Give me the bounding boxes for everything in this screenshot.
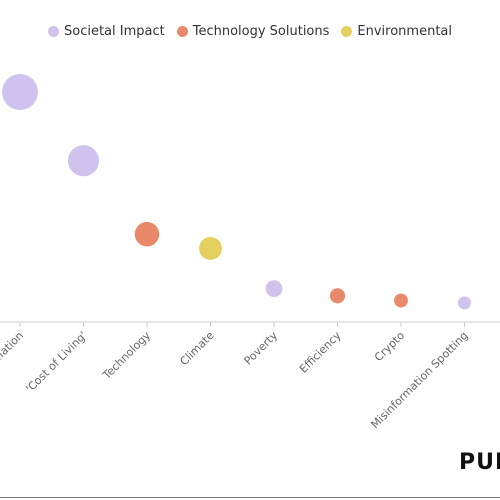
x-tick-label: Crypto — [372, 329, 407, 364]
x-tick-labels: Inflation'Cost of Living' Technology Clima… — [0, 329, 471, 432]
legend-label: Environmental — [357, 24, 452, 39]
x-tick-label: Technology — [100, 329, 154, 383]
legend-item[interactable]: Technology Solutions — [176, 24, 330, 39]
bubble-point[interactable] — [394, 293, 408, 308]
legend-swatch — [341, 26, 353, 37]
x-axis — [0, 321, 500, 327]
bubble-point[interactable] — [265, 280, 283, 298]
x-tick-label: 'Cost of Living' — [23, 329, 89, 395]
bubbles — [2, 74, 472, 310]
legend-item[interactable]: Environmental — [341, 24, 452, 39]
bubble-point[interactable] — [329, 288, 346, 304]
bubble-point[interactable] — [2, 74, 38, 110]
x-tick-label: Inflation — [0, 329, 26, 370]
bubble-point[interactable] — [67, 145, 100, 177]
x-tick-label: Efficiency — [297, 329, 344, 376]
x-tick-label: Poverty — [242, 329, 281, 368]
legend-swatch — [176, 26, 188, 37]
bubble-point[interactable] — [134, 221, 160, 247]
bottom-divider — [0, 497, 500, 498]
legend-swatch — [47, 26, 59, 37]
legend-item[interactable]: Societal Impact — [47, 24, 165, 39]
bubble-point[interactable] — [199, 236, 222, 260]
x-tick-label: Climate — [177, 329, 216, 368]
bubble-point[interactable] — [457, 296, 472, 310]
legend-label: Societal Impact — [63, 24, 165, 39]
brand-logo-text: PUL — [459, 450, 500, 475]
legend-label: Technology Solutions — [192, 24, 330, 39]
chart-legend: Societal Impact Technology Solutions Envir… — [0, 24, 500, 39]
